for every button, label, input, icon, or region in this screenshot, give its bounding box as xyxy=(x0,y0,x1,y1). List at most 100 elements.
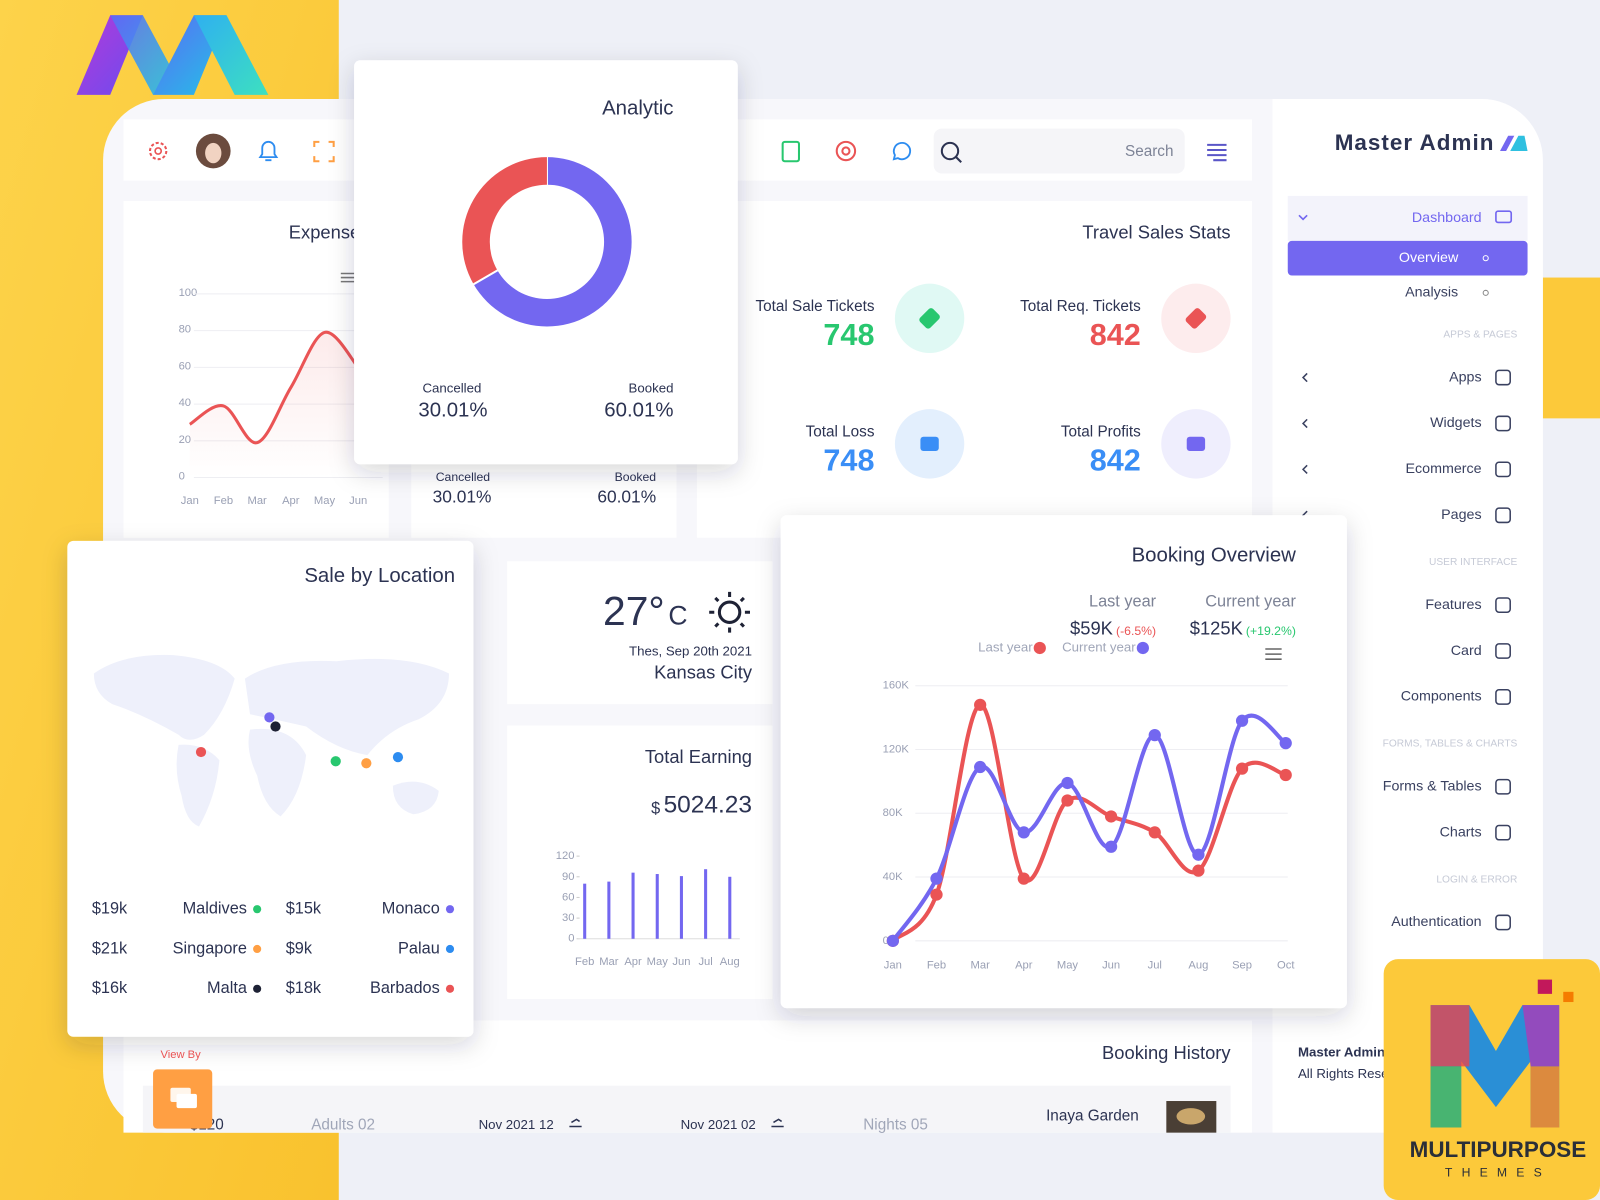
legend-label: Booked xyxy=(615,470,657,484)
menu-item[interactable]: Features xyxy=(1425,597,1481,613)
logo-shape xyxy=(193,15,269,95)
brand-mark-shape xyxy=(1510,135,1528,152)
point[interactable] xyxy=(1061,794,1074,807)
menu-item[interactable]: Card xyxy=(1451,643,1482,659)
map-marker[interactable] xyxy=(270,721,281,732)
bar[interactable] xyxy=(655,874,659,939)
menu-item[interactable]: Pages xyxy=(1441,507,1481,523)
card-title: Analytic xyxy=(602,98,673,120)
menu-item[interactable]: Apps xyxy=(1449,369,1482,385)
x-tick-label: Jun xyxy=(349,495,367,507)
bar[interactable] xyxy=(679,876,683,939)
point[interactable] xyxy=(1017,872,1030,885)
donut-segment[interactable] xyxy=(462,157,547,285)
point[interactable] xyxy=(1192,848,1205,861)
menu-icon xyxy=(1495,824,1511,841)
menu-item[interactable]: Analysis xyxy=(1405,285,1458,301)
area xyxy=(189,332,359,478)
point[interactable] xyxy=(1148,826,1161,839)
stat-value: 842 xyxy=(1090,443,1141,477)
summary-value: $59K xyxy=(1070,617,1114,638)
clipboard-icon[interactable] xyxy=(781,140,800,163)
bar[interactable] xyxy=(704,869,708,939)
location-amount: $21k xyxy=(92,939,128,957)
menu-row[interactable] xyxy=(1287,195,1528,241)
location-amount: $18k xyxy=(286,979,322,997)
menu-item[interactable]: Widgets xyxy=(1430,415,1482,431)
point[interactable] xyxy=(1148,729,1161,742)
thumbnail-light xyxy=(1176,1108,1206,1125)
chevron xyxy=(1301,464,1308,475)
bar[interactable] xyxy=(583,883,587,939)
map-marker[interactable] xyxy=(361,758,372,769)
stat-value: 748 xyxy=(823,443,874,477)
menu-label[interactable]: Dashboard xyxy=(1412,210,1482,226)
bar[interactable] xyxy=(607,881,611,939)
chevron xyxy=(1301,418,1308,429)
point[interactable] xyxy=(1279,736,1292,750)
x-tick-label: Sep xyxy=(1232,959,1252,971)
search-placeholder[interactable]: Search xyxy=(1125,143,1173,160)
at-icon[interactable] xyxy=(835,140,857,162)
expense-card: Expense 0 20 40 60 80 100 Jan Feb Mar Apr May Jun xyxy=(123,201,389,538)
bell-icon[interactable] xyxy=(258,140,279,162)
point[interactable] xyxy=(974,698,987,711)
menu-icon[interactable] xyxy=(340,272,356,283)
location-name: Maldives xyxy=(183,899,247,917)
bar[interactable] xyxy=(631,872,635,939)
search-box[interactable] xyxy=(933,128,1185,174)
point[interactable] xyxy=(1235,762,1249,775)
menu-item[interactable]: Components xyxy=(1401,689,1482,705)
menu-icon[interactable] xyxy=(1265,648,1282,660)
legend-label: Current year xyxy=(1062,639,1136,654)
legend-value: 60.01% xyxy=(604,400,673,422)
menu-item[interactable]: Ecommerce xyxy=(1406,461,1482,477)
menu-icon xyxy=(1495,914,1511,931)
point[interactable] xyxy=(1279,768,1292,782)
fullscreen-icon[interactable] xyxy=(313,140,335,163)
location-amount: $16k xyxy=(92,979,128,997)
x-tick-label: Jan xyxy=(181,495,199,507)
settings-icon[interactable] xyxy=(148,141,168,161)
date: Thes, Sep 20th 2021 xyxy=(629,644,752,659)
map-marker[interactable] xyxy=(392,752,404,763)
point[interactable] xyxy=(930,888,943,901)
point[interactable] xyxy=(1192,864,1205,877)
brand-mark xyxy=(1500,135,1528,152)
map-marker[interactable] xyxy=(330,756,341,767)
menu-item[interactable]: Overview xyxy=(1399,250,1459,266)
map-marker[interactable] xyxy=(195,746,207,758)
point[interactable] xyxy=(1061,776,1074,790)
legend-value: 30.01% xyxy=(433,487,492,507)
stat-label: Total Loss xyxy=(806,424,875,441)
point[interactable] xyxy=(886,934,899,947)
active-item[interactable] xyxy=(1287,240,1528,276)
point[interactable] xyxy=(1104,810,1118,823)
history-row[interactable] xyxy=(142,1085,1231,1133)
y-tick-label: 30 xyxy=(562,912,574,924)
location-amount: $15k xyxy=(286,899,322,917)
donut-segment[interactable] xyxy=(473,157,632,327)
x-tick-label: May xyxy=(647,956,669,968)
point[interactable] xyxy=(974,760,987,774)
point[interactable] xyxy=(1017,826,1030,839)
menu-icon[interactable] xyxy=(1207,143,1227,162)
card-title: Booking Overview xyxy=(1132,545,1297,567)
menu-item[interactable]: Forms & Tables xyxy=(1383,779,1482,795)
x-tick-label: Jul xyxy=(698,956,712,968)
continent xyxy=(392,781,439,815)
bar[interactable] xyxy=(728,876,732,939)
point[interactable] xyxy=(930,872,943,885)
expense-plot: 0 20 40 60 80 100 Jan Feb Mar Apr May Jun xyxy=(179,287,383,507)
card-title: Travel Sales Stats xyxy=(1082,222,1230,243)
stat-value: 842 xyxy=(1090,318,1141,352)
chat-icon[interactable] xyxy=(892,142,912,161)
menu-item[interactable]: Authentication xyxy=(1391,914,1481,930)
location-card: Sale by Location $19k Maldives $15k Monaco $… xyxy=(67,540,474,1037)
map-marker[interactable] xyxy=(264,712,275,723)
point[interactable] xyxy=(1104,840,1118,853)
cell: Adults 02 xyxy=(311,1117,375,1134)
point[interactable] xyxy=(1235,714,1249,727)
menu-item[interactable]: Charts xyxy=(1440,824,1482,840)
footer-title: Master Admin xyxy=(1298,1045,1385,1060)
